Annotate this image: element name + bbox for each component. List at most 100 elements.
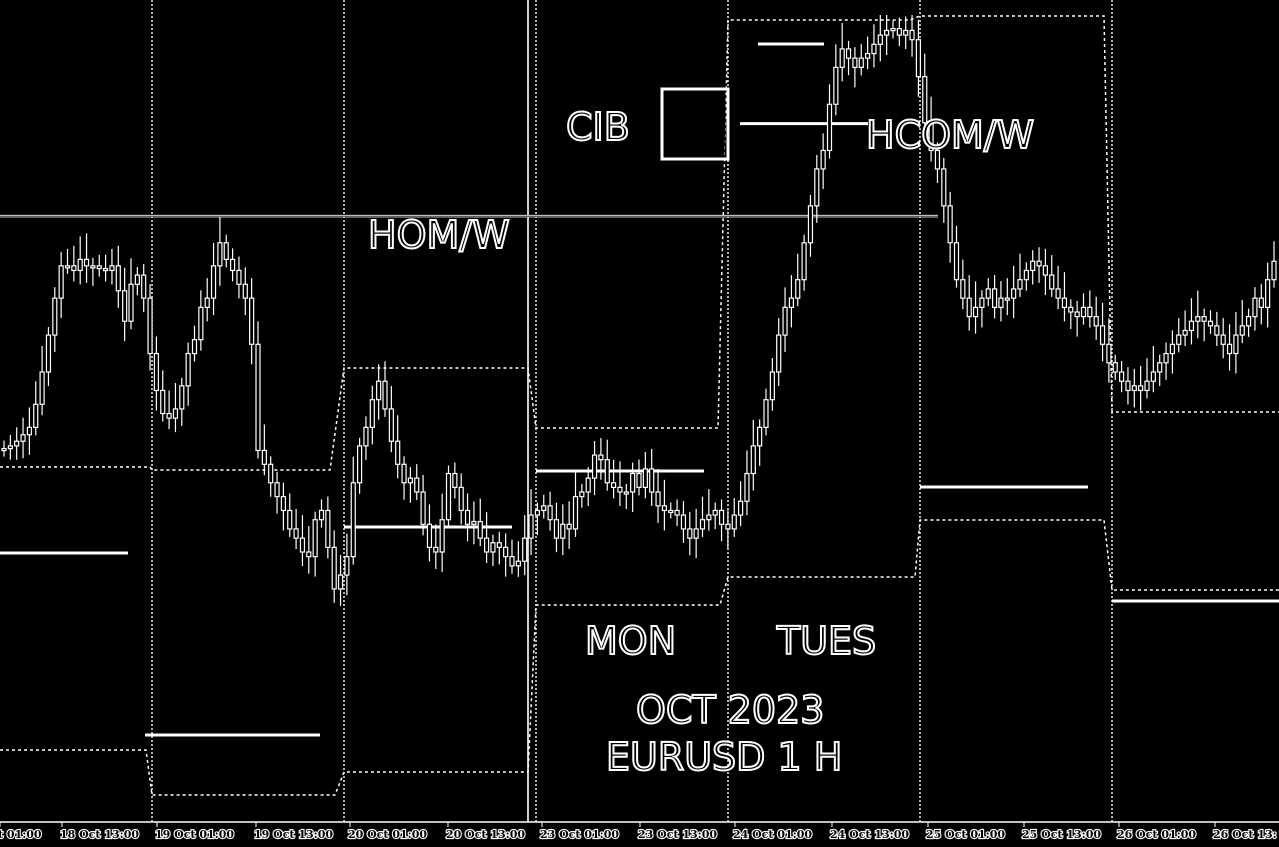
candle-body-148 bbox=[941, 168, 947, 207]
candle-body-197 bbox=[1252, 297, 1258, 318]
candle-body-23 bbox=[147, 297, 153, 355]
candle-body-91 bbox=[579, 491, 585, 498]
candle-body-75 bbox=[477, 520, 483, 539]
candle-body-145 bbox=[922, 76, 928, 124]
candle-body-187 bbox=[1188, 320, 1195, 332]
candle-body-131 bbox=[833, 66, 839, 105]
candle-body-21 bbox=[134, 274, 140, 285]
candle-body-191 bbox=[1214, 325, 1220, 336]
candle-body-185 bbox=[1176, 334, 1182, 345]
candle-body-161 bbox=[1023, 269, 1029, 281]
candle-body-19 bbox=[122, 290, 128, 322]
candle-body-89 bbox=[566, 523, 572, 530]
candle-body-175 bbox=[1112, 362, 1118, 373]
candle-body-59 bbox=[376, 380, 382, 401]
candle-body-5 bbox=[33, 403, 39, 428]
candle-body-72 bbox=[458, 486, 464, 512]
candle-body-184 bbox=[1169, 343, 1176, 355]
candle-body-160 bbox=[1017, 279, 1023, 290]
candle-body-87 bbox=[553, 519, 560, 539]
candle-body-12 bbox=[77, 258, 83, 272]
candle-body-126 bbox=[801, 242, 807, 281]
candle-body-158 bbox=[1004, 297, 1010, 301]
candle-body-141 bbox=[896, 28, 902, 36]
candle-body-64 bbox=[407, 477, 413, 484]
candle-body-78 bbox=[496, 542, 502, 548]
x-tick-label-2: 19 Oct 01:00 bbox=[155, 828, 234, 841]
candle-body-24 bbox=[153, 352, 159, 392]
candle-body-121 bbox=[769, 371, 775, 401]
candle-body-154 bbox=[979, 297, 985, 308]
candle-body-116 bbox=[737, 500, 744, 516]
candle-body-74 bbox=[471, 520, 477, 525]
cib-box bbox=[660, 87, 730, 161]
candle-body-152 bbox=[966, 297, 972, 318]
candle-body-120 bbox=[763, 399, 769, 428]
candle-body-180 bbox=[1144, 380, 1150, 392]
candle-body-48 bbox=[306, 551, 312, 558]
candle-body-51 bbox=[325, 509, 331, 548]
candle-body-14 bbox=[90, 265, 96, 269]
candle-body-2 bbox=[14, 440, 20, 447]
candle-body-35 bbox=[223, 242, 229, 260]
x-tick-label-6: 23 Oct 01:00 bbox=[540, 828, 619, 841]
candle-body-55 bbox=[350, 482, 356, 558]
candle-body-102 bbox=[649, 468, 655, 493]
candle-body-151 bbox=[960, 279, 966, 299]
candle-body-76 bbox=[484, 537, 490, 553]
candle-body-117 bbox=[744, 472, 750, 502]
candle-body-34 bbox=[217, 242, 223, 267]
candle-body-190 bbox=[1207, 320, 1214, 327]
candle-body-157 bbox=[998, 297, 1004, 308]
candle-body-138 bbox=[877, 34, 883, 45]
candle-body-7 bbox=[45, 334, 52, 373]
candle-body-129 bbox=[820, 149, 826, 170]
candle-body-169 bbox=[1074, 311, 1080, 318]
candle-body-41 bbox=[261, 449, 267, 465]
candle-body-144 bbox=[915, 39, 922, 78]
candle-body-104 bbox=[661, 505, 668, 512]
candle-body-38 bbox=[242, 283, 248, 299]
candle-body-188 bbox=[1195, 316, 1201, 322]
candle-body-65 bbox=[414, 477, 420, 493]
highlight-boxes bbox=[660, 87, 730, 161]
candle-body-57 bbox=[363, 426, 369, 447]
candle-body-98 bbox=[623, 491, 629, 495]
candle-body-199 bbox=[1265, 279, 1271, 308]
candle-body-68 bbox=[433, 546, 439, 553]
candle-body-139 bbox=[884, 29, 890, 36]
candle-body-44 bbox=[280, 496, 286, 512]
candle-body-79 bbox=[503, 546, 509, 558]
candle-body-84 bbox=[534, 509, 541, 516]
candle-body-140 bbox=[890, 28, 896, 32]
candle-body-110 bbox=[699, 519, 706, 530]
candle-body-182 bbox=[1157, 362, 1163, 373]
candle-body-162 bbox=[1030, 260, 1036, 272]
session-low-line bbox=[0, 519, 1279, 796]
candle-body-26 bbox=[166, 412, 172, 419]
candle-body-18 bbox=[115, 265, 121, 292]
candle-body-105 bbox=[668, 509, 674, 514]
candle-body-60 bbox=[382, 380, 388, 410]
session-high-line bbox=[0, 15, 1279, 471]
candle-body-36 bbox=[230, 258, 236, 272]
candle-body-82 bbox=[522, 537, 528, 562]
candle-body-153 bbox=[972, 306, 979, 318]
candle-body-179 bbox=[1138, 385, 1144, 392]
candle-body-9 bbox=[58, 265, 64, 299]
candle-body-53 bbox=[337, 574, 344, 590]
candle-body-0 bbox=[1, 448, 7, 452]
candle-body-200 bbox=[1271, 260, 1277, 281]
x-tick-label-5: 20 Oct 13:00 bbox=[446, 828, 525, 841]
candle-body-176 bbox=[1118, 371, 1125, 382]
candle-body-172 bbox=[1093, 316, 1099, 327]
annotation-mon: MON bbox=[585, 619, 676, 663]
cib-box-inner bbox=[664, 91, 726, 157]
x-tick-label-9: 24 Oct 13:00 bbox=[830, 828, 909, 841]
candle-body-137 bbox=[871, 43, 877, 55]
candle-body-32 bbox=[204, 297, 210, 308]
candle-body-97 bbox=[617, 486, 623, 493]
candle-body-10 bbox=[64, 265, 71, 269]
candle-body-164 bbox=[1042, 265, 1049, 276]
